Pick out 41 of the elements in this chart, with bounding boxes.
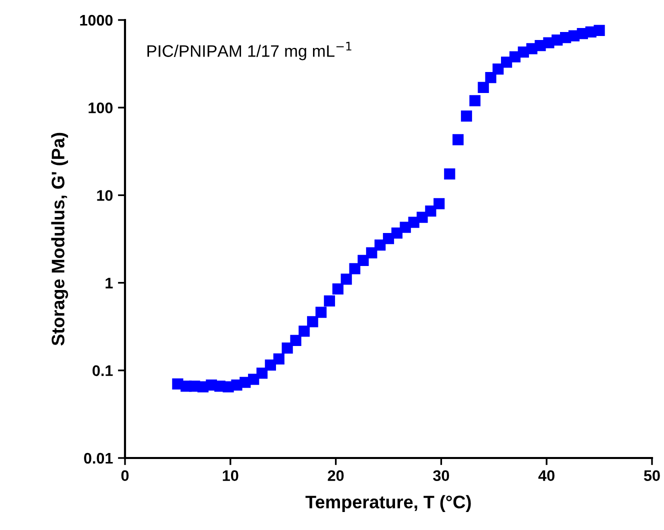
point	[315, 306, 327, 318]
point	[485, 72, 496, 84]
point	[425, 205, 436, 217]
point	[307, 316, 318, 328]
point	[332, 283, 344, 295]
point	[416, 212, 428, 223]
point	[340, 274, 352, 285]
y-tick-label: 1	[106, 278, 113, 288]
y-tick-label: 0.01	[84, 452, 113, 464]
y-tick-label: 1000	[80, 14, 113, 26]
annotation: PIC/PNIPAM 1/17 mg mL$^{−1}$	[147, 42, 352, 60]
y-tick-label: 100	[88, 102, 113, 114]
point	[478, 82, 489, 93]
point	[460, 110, 472, 122]
point	[324, 295, 336, 307]
x-tick-label: 10	[222, 470, 238, 482]
point	[444, 168, 456, 180]
point	[434, 198, 445, 210]
point	[290, 334, 302, 346]
point	[374, 239, 386, 251]
x-tick-label: 50	[644, 470, 660, 482]
point	[248, 374, 260, 385]
point	[492, 64, 504, 75]
point	[594, 24, 605, 36]
point	[282, 342, 293, 354]
point	[452, 134, 464, 146]
x-axis-title: Temperature, T (°C)	[306, 495, 471, 512]
point	[349, 263, 360, 274]
point	[256, 368, 268, 379]
y-axis-title: Storage Modulus, G' (Pa)	[51, 132, 68, 346]
x-tick-label: 0	[121, 470, 129, 482]
point	[469, 95, 480, 106]
point	[358, 254, 369, 266]
x-tick-label: 40	[538, 470, 554, 482]
x-tick-label: 30	[433, 470, 450, 482]
point	[298, 326, 310, 337]
point	[273, 353, 284, 365]
x-tick-label: 20	[328, 470, 344, 482]
point	[366, 247, 378, 258]
y-tick-label: 0.1	[92, 365, 113, 376]
y-tick-label: 10	[97, 190, 113, 201]
